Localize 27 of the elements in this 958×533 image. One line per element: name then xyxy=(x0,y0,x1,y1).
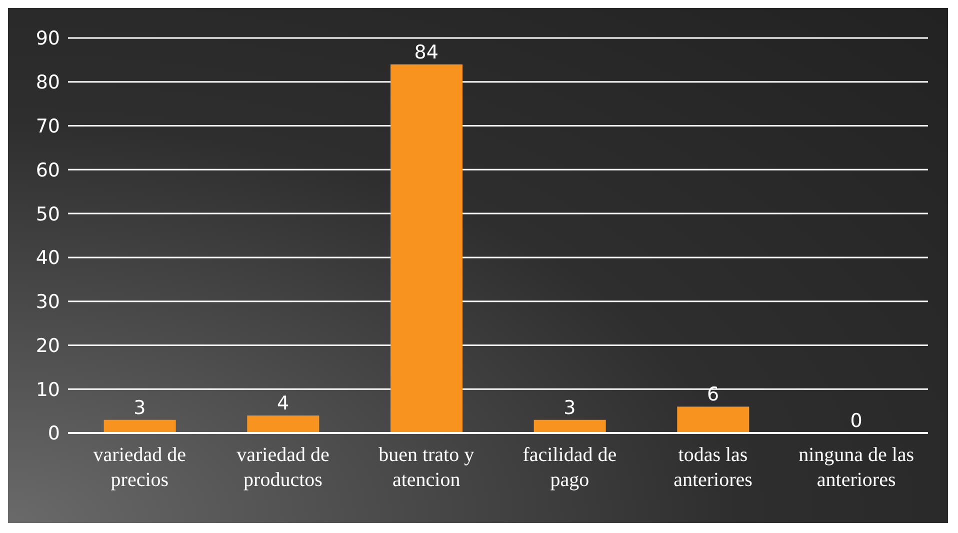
bar xyxy=(534,420,606,433)
y-tick-label: 20 xyxy=(36,334,60,357)
data-label: 4 xyxy=(276,392,290,414)
data-label: 3 xyxy=(134,396,146,419)
y-tick-label: 70 xyxy=(36,116,60,138)
x-tick-label: facilidad de pago xyxy=(522,444,617,491)
bar xyxy=(104,420,176,433)
x-tick-label: ninguna de las anteriores xyxy=(798,444,914,491)
x-tick-label: todas las anteriores xyxy=(674,444,753,491)
y-tick-label: 50 xyxy=(36,203,60,226)
y-tick-label: 40 xyxy=(36,247,60,270)
y-tick-label: 30 xyxy=(36,291,60,314)
y-tick-label: 60 xyxy=(36,159,60,182)
y-tick-label: 0 xyxy=(48,422,60,445)
bar xyxy=(247,415,320,433)
data-label: 84 xyxy=(414,41,438,64)
x-tick-label: buen trato y atencion xyxy=(378,444,474,491)
data-label: 3 xyxy=(564,396,576,419)
y-tick-label: 80 xyxy=(36,72,60,94)
y-tick-label: 10 xyxy=(36,378,60,401)
bar xyxy=(677,406,750,433)
data-label: 6 xyxy=(706,384,720,406)
x-tick-label: variedad de productos xyxy=(236,444,330,491)
bar xyxy=(390,64,462,433)
data-label: 0 xyxy=(850,410,862,432)
x-tick-label: variedad de precios xyxy=(93,444,186,491)
y-tick-label: 90 xyxy=(36,28,60,50)
